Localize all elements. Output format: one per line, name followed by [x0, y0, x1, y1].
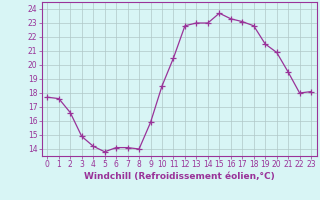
X-axis label: Windchill (Refroidissement éolien,°C): Windchill (Refroidissement éolien,°C): [84, 172, 275, 181]
